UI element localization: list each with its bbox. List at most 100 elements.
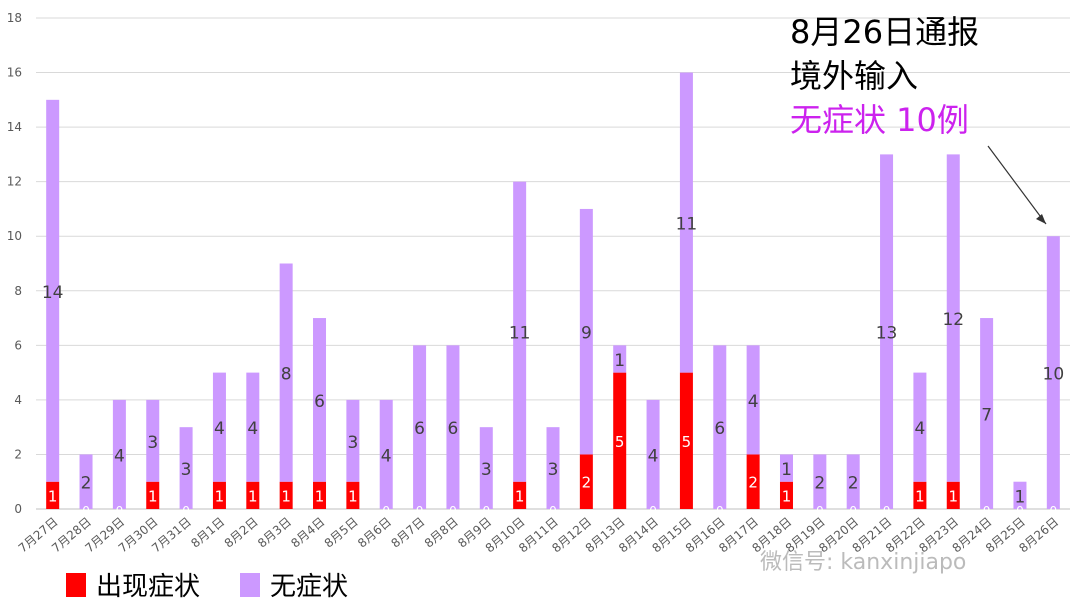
bar-asymptomatic — [1046, 236, 1060, 509]
data-label-asymptomatic: 1 — [1015, 487, 1026, 507]
bar-asymptomatic — [546, 427, 560, 509]
data-label-symptomatic: 0 — [549, 504, 557, 518]
data-label-symptomatic: 0 — [1016, 504, 1024, 518]
bar-asymptomatic — [513, 181, 527, 482]
bar-asymptomatic — [946, 154, 960, 482]
data-label-symptomatic: 1 — [148, 487, 158, 505]
data-label-asymptomatic: 3 — [147, 433, 158, 453]
data-label-symptomatic: 0 — [816, 504, 824, 518]
bar-asymptomatic — [713, 345, 727, 509]
data-label-symptomatic: 0 — [182, 504, 190, 518]
data-label-asymptomatic: 2 — [814, 474, 825, 494]
data-label-asymptomatic: 3 — [481, 460, 492, 480]
data-label-asymptomatic: 4 — [114, 446, 125, 466]
bar-symptomatic — [746, 454, 760, 509]
bar-asymptomatic — [46, 99, 60, 482]
data-label-asymptomatic: 7 — [981, 406, 992, 426]
data-label-asymptomatic: 6 — [314, 392, 325, 412]
gridlines — [36, 17, 1070, 510]
bar-asymptomatic — [913, 372, 927, 482]
bar-symptomatic — [346, 481, 360, 509]
data-label-asymptomatic: 2 — [848, 474, 859, 494]
data-label-asymptomatic: 4 — [381, 446, 392, 466]
y-tick-label: 6 — [14, 338, 22, 352]
data-label-symptomatic: 1 — [948, 487, 958, 505]
data-label-asymptomatic: 4 — [247, 419, 258, 439]
data-label-asymptomatic: 11 — [676, 215, 698, 235]
data-label-asymptomatic: 8 — [281, 365, 292, 385]
bar-symptomatic — [779, 481, 793, 509]
data-label-symptomatic: 0 — [649, 504, 657, 518]
bar-asymptomatic — [179, 427, 193, 509]
bar-symptomatic — [913, 481, 927, 509]
data-label-asymptomatic: 10 — [1043, 365, 1065, 385]
data-label-asymptomatic: 4 — [214, 419, 225, 439]
data-label-symptomatic: 2 — [582, 474, 592, 492]
data-label-symptomatic: 0 — [82, 504, 90, 518]
bar-asymptomatic — [379, 399, 393, 509]
bar-asymptomatic — [980, 318, 994, 509]
data-label-symptomatic: 0 — [482, 504, 490, 518]
x-tick-label: 8月3日 — [255, 515, 294, 551]
data-label-symptomatic: 1 — [215, 487, 225, 505]
bar-asymptomatic — [646, 399, 660, 509]
bar-asymptomatic — [479, 427, 493, 509]
y-tick-label: 12 — [7, 175, 22, 189]
data-label-asymptomatic: 12 — [942, 310, 964, 330]
data-label-symptomatic: 5 — [682, 433, 692, 451]
bar-asymptomatic — [446, 345, 460, 509]
data-label-symptomatic: 5 — [615, 433, 625, 451]
data-label-asymptomatic: 1 — [614, 351, 625, 371]
bar-asymptomatic — [279, 263, 293, 482]
bar-symptomatic — [212, 481, 226, 509]
x-tick-label: 8月4日 — [288, 515, 327, 551]
data-label-symptomatic: 1 — [315, 487, 325, 505]
bars — [46, 72, 1060, 509]
bar-asymptomatic — [880, 154, 894, 509]
data-label-symptomatic: 1 — [348, 487, 358, 505]
data-label-asymptomatic: 6 — [714, 419, 725, 439]
bar-symptomatic — [313, 481, 327, 509]
x-tick-label: 8月8日 — [422, 515, 461, 551]
data-label-symptomatic: 1 — [515, 487, 525, 505]
bar-symptomatic — [246, 481, 260, 509]
data-label-symptomatic: 2 — [748, 474, 758, 492]
bar-symptomatic — [146, 481, 160, 509]
data-label-asymptomatic: 3 — [347, 433, 358, 453]
x-tick-label: 8月2日 — [222, 515, 261, 551]
bar-symptomatic — [613, 372, 627, 509]
y-tick-label: 4 — [14, 393, 22, 407]
x-tick-label: 8月1日 — [188, 515, 227, 551]
y-tick-label: 8 — [14, 284, 22, 298]
data-label-asymptomatic: 9 — [581, 324, 592, 344]
bar-asymptomatic — [746, 345, 760, 455]
bar-asymptomatic — [579, 208, 593, 455]
y-tick-label: 10 — [7, 229, 22, 243]
callout-line-3: 无症状 10例 — [790, 101, 969, 139]
data-label-asymptomatic: 1 — [781, 460, 792, 480]
data-label-symptomatic: 1 — [248, 487, 258, 505]
x-tick-label: 8月5日 — [322, 515, 361, 551]
bar-symptomatic — [46, 481, 60, 509]
bar-asymptomatic — [79, 454, 93, 509]
y-tick-label: 2 — [14, 447, 22, 461]
callout-line-2: 境外输入 — [790, 57, 919, 95]
data-label-symptomatic: 0 — [416, 504, 424, 518]
bar-asymptomatic — [246, 372, 260, 482]
x-tick-label: 8月7日 — [388, 515, 427, 551]
bar-asymptomatic — [146, 399, 160, 482]
data-label-symptomatic: 1 — [281, 487, 291, 505]
data-label-asymptomatic: 6 — [448, 419, 459, 439]
x-tick-label: 8月6日 — [355, 515, 394, 551]
bar-asymptomatic — [846, 454, 860, 509]
data-label-symptomatic: 1 — [48, 487, 58, 505]
y-tick-label: 14 — [7, 120, 22, 134]
data-label-symptomatic: 1 — [782, 487, 792, 505]
legend-label-asymptomatic: 无症状 — [270, 572, 349, 602]
bar-asymptomatic — [112, 399, 126, 509]
bar-asymptomatic — [212, 372, 226, 482]
data-label-asymptomatic: 4 — [748, 392, 759, 412]
data-label-asymptomatic: 3 — [181, 460, 192, 480]
data-label-asymptomatic: 14 — [42, 283, 64, 303]
